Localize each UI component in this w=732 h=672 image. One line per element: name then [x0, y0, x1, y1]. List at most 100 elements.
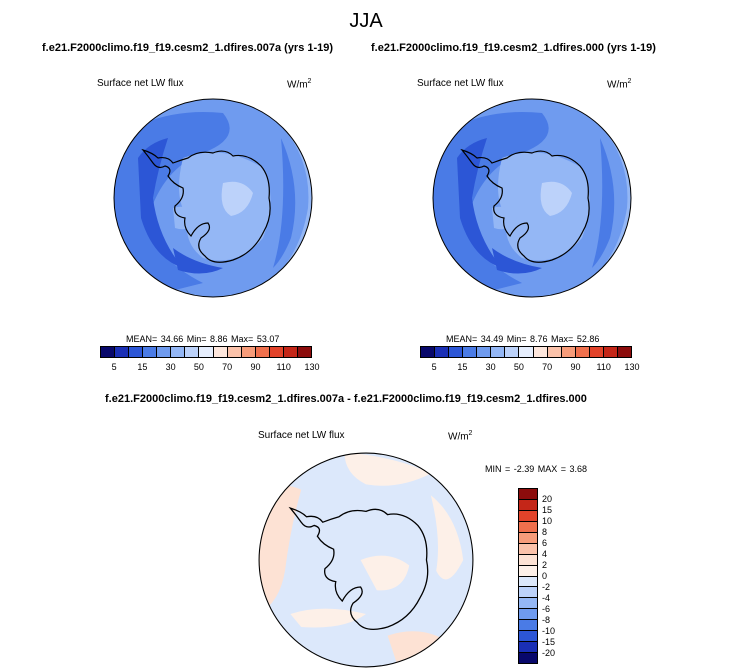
panel-right-colorbar-cell	[519, 347, 534, 357]
panel-left-colorbar-tick-label: 130	[304, 362, 320, 372]
panel-right-colorbar-tick-label: 15	[457, 362, 468, 372]
diff-panel-units: W/m2	[448, 430, 473, 443]
panel-right-colorbar	[420, 346, 632, 358]
diff-panel-map	[258, 452, 474, 668]
diff-colorbar-cell	[519, 532, 537, 544]
panel-right-colorbar-tick-label: 30	[485, 362, 496, 372]
panel-right-colorbar-cell	[505, 347, 520, 357]
panel-right-case-title: f.e21.F2000climo.f19_f19.cesm2_1.dfires.…	[371, 42, 656, 54]
panel-right-stats: MEAN= 34.49 Min= 8.76 Max= 52.86	[446, 334, 600, 344]
panel-right-variable: Surface net LW flux	[417, 78, 504, 89]
panel-right-units: W/m2	[607, 78, 632, 91]
diff-colorbar-cell	[519, 510, 537, 522]
panel-right-colorbar-cell	[477, 347, 492, 357]
panel-right-colorbar-tick-label: 5	[431, 362, 437, 372]
panel-left-colorbar-cell	[255, 347, 270, 357]
panel-left-colorbar	[100, 346, 312, 358]
panel-right-colorbar-cell	[491, 347, 506, 357]
diff-colorbar-tick-label: 10	[542, 516, 553, 526]
panel-left-colorbar-tick-label: 5	[111, 362, 117, 372]
diff-colorbar-cell	[519, 587, 537, 599]
panel-left-colorbar-tick-label: 50	[193, 362, 204, 372]
map-border	[432, 98, 632, 298]
map-fill-interior-light	[540, 181, 572, 216]
diff-colorbar-cell	[519, 609, 537, 621]
diff-colorbar-tick-label: -10	[542, 626, 556, 636]
map-fill-positive-south	[387, 631, 447, 667]
panel-right-colorbar-tick-label: 110	[596, 362, 611, 372]
map-fill-band-darker	[457, 138, 502, 268]
diff-panel-variable: Surface net LW flux	[258, 430, 345, 441]
map-border	[258, 452, 474, 668]
panel-left-colorbar-cell	[297, 347, 311, 357]
panel-left-units: W/m2	[287, 78, 312, 91]
map-fill-ring-inner	[592, 138, 615, 268]
map-fill-positive-band	[290, 608, 366, 628]
panel-left-map	[113, 98, 313, 298]
antarctica-coastline	[460, 148, 590, 263]
diff-colorbar-cell	[519, 489, 537, 500]
map-fill-positive-west	[259, 485, 302, 614]
diff-colorbar-cell	[519, 653, 537, 663]
panel-right-colorbar-cell	[547, 347, 562, 357]
map-fill-band-darker-2	[492, 248, 542, 274]
diff-colorbar-tick-label: 8	[542, 527, 548, 537]
panel-left-colorbar-cell	[171, 347, 186, 357]
panel-right-colorbar-tick-label: 130	[624, 362, 640, 372]
diff-colorbar-cell	[519, 499, 537, 511]
diff-colorbar-tick-label: -8	[542, 615, 551, 625]
panel-left-colorbar-ticks: 5 15 30 50 70 90 110 130	[100, 362, 320, 374]
panel-left-colorbar-cell	[199, 347, 214, 357]
antarctica-coastline	[141, 148, 271, 263]
panel-right-colorbar-cell	[589, 347, 604, 357]
panel-left-case-title: f.e21.F2000climo.f19_f19.cesm2_1.dfires.…	[42, 42, 334, 54]
panel-left-colorbar-cell	[143, 347, 158, 357]
panel-left-colorbar-cell	[157, 347, 172, 357]
panel-left-colorbar-tick-label: 30	[165, 362, 176, 372]
diff-colorbar-tick-label: 20	[542, 494, 553, 504]
panel-left-colorbar-cell	[213, 347, 228, 357]
diff-colorbar-tick-label: 4	[542, 549, 548, 559]
diff-colorbar-cell	[519, 620, 537, 632]
panel-right-colorbar-tick-label: 70	[542, 362, 553, 372]
map-fill-ring-inner	[273, 138, 296, 268]
diff-colorbar-tick-label: 2	[542, 560, 548, 570]
diff-colorbar-cell	[519, 554, 537, 566]
diff-colorbar-cell	[519, 543, 537, 555]
panel-right-colorbar-cell	[449, 347, 464, 357]
panel-right-colorbar-ticks: 5 15 30 50 70 90 110 130	[420, 362, 640, 374]
panel-left-colorbar-cell	[129, 347, 144, 357]
diff-colorbar-cell	[519, 631, 537, 643]
diff-colorbar-cell	[519, 576, 537, 588]
panel-right-colorbar-tick-label: 50	[513, 362, 524, 372]
panel-right-colorbar-cell	[421, 347, 436, 357]
panel-right-colorbar-cell	[561, 347, 576, 357]
panel-left-colorbar-tick-label: 70	[222, 362, 233, 372]
panel-right-colorbar-tick-label: 90	[570, 362, 581, 372]
map-fill-positive-inner	[360, 555, 410, 591]
panel-right-map	[432, 98, 632, 298]
panel-left-colorbar-tick-label: 110	[276, 362, 291, 372]
diff-colorbar-tick-label: -4	[542, 593, 551, 603]
diff-colorbar	[518, 488, 538, 664]
map-fill-band-darker	[138, 138, 183, 268]
panel-right-colorbar-cell	[575, 347, 590, 357]
map-border	[113, 98, 313, 298]
diff-colorbar-tick-label: 15	[542, 505, 553, 515]
diff-colorbar-tick-label: 0	[542, 571, 548, 581]
diff-colorbar-ticks: 20 15 10 8 6 4 2 0 -2 -4 -6 -8 -10 -15 -20	[542, 488, 572, 664]
panel-left-colorbar-cell	[115, 347, 130, 357]
map-fill-positive-north	[344, 453, 431, 486]
diff-colorbar-tick-label: -15	[542, 637, 556, 647]
diff-colorbar-tick-label: -2	[542, 582, 551, 592]
diff-panel-stats: MIN = -2.39 MAX = 3.68	[485, 464, 588, 474]
map-fill-positive-east	[430, 495, 464, 580]
panel-left-variable: Surface net LW flux	[97, 78, 184, 89]
map-fill-band-darker-2	[173, 248, 223, 274]
panel-left-stats: MEAN= 34.66 Min= 8.86 Max= 53.07	[126, 334, 280, 344]
panel-left-colorbar-cell	[101, 347, 116, 357]
diff-colorbar-tick-label: -6	[542, 604, 551, 614]
panel-left-colorbar-tick-label: 15	[137, 362, 148, 372]
panel-left-colorbar-cell	[241, 347, 256, 357]
panel-left-colorbar-tick-label: 90	[250, 362, 261, 372]
